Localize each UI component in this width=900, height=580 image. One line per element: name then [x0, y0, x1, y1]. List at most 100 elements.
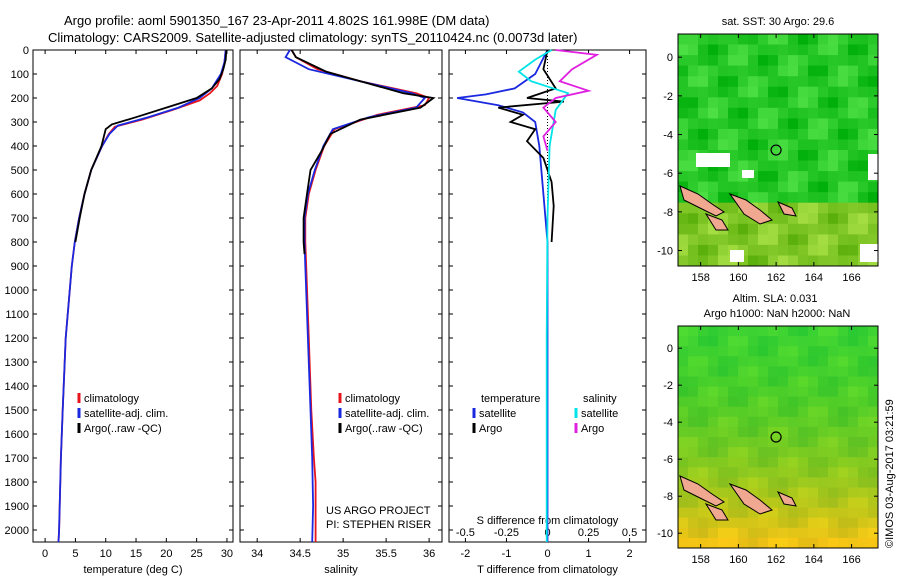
map1-cell: [758, 406, 769, 418]
map1-y-tick-label: -8: [663, 491, 673, 503]
map0-cell: [778, 244, 789, 256]
map0-cell: [678, 139, 689, 151]
map1-cell: [718, 477, 729, 488]
map0-cell: [708, 139, 719, 151]
map0-cell: [808, 223, 819, 235]
salinity-x-axis-label: salinity: [324, 564, 358, 576]
map1-cell: [708, 517, 719, 529]
map1-cell: [818, 326, 829, 337]
map0-cell: [808, 171, 819, 183]
map1-cell: [808, 457, 819, 468]
map0-cell: [808, 213, 819, 225]
map0-cell: [848, 107, 859, 119]
map1-cell: [728, 356, 739, 367]
map1-cell: [698, 386, 709, 398]
map0-cell: [728, 128, 739, 140]
map1-cell: [738, 376, 749, 388]
temperature-x-tick-label: 10: [100, 548, 112, 560]
map1-cell: [858, 517, 869, 529]
map1-cell: [688, 356, 699, 367]
map1-cell: [738, 447, 749, 458]
map1-cell: [848, 527, 859, 539]
y-tick-label: 1500: [5, 405, 29, 417]
map0-cell: [738, 139, 749, 151]
map1-cell: [778, 376, 789, 388]
map1-cell: [808, 406, 819, 418]
map0-cell: [758, 202, 769, 214]
map1-cell: [818, 386, 829, 398]
map1-cell: [788, 356, 799, 367]
map0-cell: [768, 181, 779, 193]
map0-cell: [838, 34, 849, 45]
map0-cell: [748, 181, 759, 193]
map0-cell: [718, 255, 729, 267]
map1-cell: [858, 406, 869, 418]
map1-cell: [678, 336, 689, 347]
map0-cell: [798, 223, 809, 235]
map1-cell: [838, 346, 849, 357]
temperature-x-axis-label: temperature (deg C): [83, 564, 182, 576]
y-tick-label: 800: [11, 237, 29, 249]
map0-cell: [738, 118, 749, 130]
map0-cell: [848, 223, 859, 235]
map1-cell: [728, 497, 739, 509]
map1-cell: [828, 497, 839, 509]
map1-cell: [698, 346, 709, 357]
map0-cell: [828, 255, 839, 267]
map0-cell: [778, 65, 789, 77]
map0-cell: [828, 244, 839, 256]
map1-island: [704, 503, 729, 521]
map1-cell: [688, 366, 699, 377]
temperature-x-tick-label: 30: [221, 548, 233, 560]
map1-cell: [868, 396, 879, 408]
map1-cell: [838, 406, 849, 418]
map0-cell: [738, 76, 749, 88]
map0-cell: [848, 160, 859, 172]
map1-cell: [828, 326, 839, 337]
salinity-x-tick-label: 35.5: [375, 548, 396, 560]
map1-cell: [728, 447, 739, 458]
map0-cell: [818, 213, 829, 225]
map0-island: [776, 201, 797, 217]
map1-cell: [868, 437, 879, 448]
map1-cell: [818, 507, 829, 519]
map0-cell: [788, 213, 799, 225]
map0-cell: [678, 171, 689, 183]
map1-cell: [768, 376, 779, 388]
map0-cell: [848, 171, 859, 183]
map1-cell: [828, 527, 839, 539]
map0-cell: [798, 244, 809, 256]
map0-cell: [768, 34, 779, 45]
map1-cell: [798, 386, 809, 398]
y-tick-label: 1900: [5, 501, 29, 513]
temp-legend-item-label: satellite-adj. clim.: [84, 408, 168, 420]
map1-cell: [708, 487, 719, 499]
map0-cell: [868, 44, 879, 56]
map0-cell: [748, 44, 759, 56]
map0-cell: [788, 97, 799, 109]
map1-cell: [808, 467, 819, 478]
temperature-x-tick-label: 25: [191, 548, 203, 560]
map0-cell: [718, 65, 729, 77]
map1-cell: [808, 386, 819, 398]
temperature-frame: [32, 49, 234, 543]
map1-x-tick-label: 160: [729, 554, 747, 566]
map1-cell: [718, 376, 729, 388]
map0-cell: [788, 234, 799, 246]
map0-cell: [788, 244, 799, 256]
map0-cell: [778, 213, 789, 225]
map0-cell: [768, 118, 779, 130]
map1-cell: [768, 346, 779, 357]
map1-cell: [688, 437, 699, 448]
map1-cell: [778, 326, 789, 337]
map1-cell: [868, 487, 879, 499]
map1-cell: [818, 457, 829, 468]
map0-cell: [748, 118, 759, 130]
y-tick-label: 500: [11, 165, 29, 177]
map1-cell: [748, 487, 759, 499]
top-tick-label: 0.5: [622, 527, 637, 539]
map1-cell: [708, 447, 719, 458]
map1-cell: [778, 336, 789, 347]
map1-cell: [838, 326, 849, 337]
map1-cell: [688, 386, 699, 398]
